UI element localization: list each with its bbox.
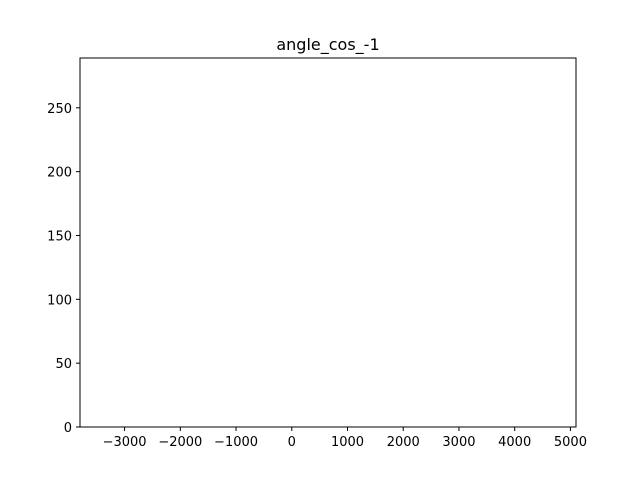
x-tick-label: 1000 [331,435,364,450]
y-tick-label: 0 [64,421,72,436]
y-tick-label: 50 [55,357,72,372]
x-tick-label: −1000 [214,435,258,450]
x-tick-label: 5000 [554,435,587,450]
y-tick-label: 200 [47,166,72,181]
x-tick-label: −3000 [103,435,147,450]
x-tick-label: 3000 [442,435,475,450]
x-tick-label: 4000 [498,435,531,450]
x-tick-label: −2000 [158,435,202,450]
x-tick-label: 2000 [387,435,420,450]
y-tick-label: 100 [47,293,72,308]
x-tick-label: 0 [288,435,296,450]
chart-title: angle_cos_-1 [276,35,379,55]
plot-area-frame [79,57,577,428]
y-tick-label: 150 [47,229,72,244]
y-tick-label: 250 [47,102,72,117]
x-axis: −3000 −2000 −1000 0 1000 2000 3000 4000 5000 [103,427,587,450]
y-axis: 0 50 100 150 200 250 [47,102,80,436]
